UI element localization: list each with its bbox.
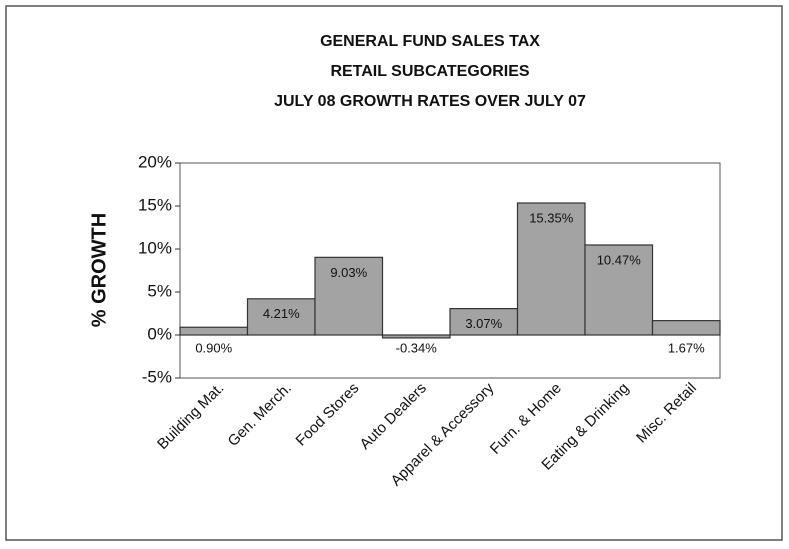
bar (314, 256, 384, 336)
y-tick-label: 15% (138, 195, 172, 214)
y-tick-label: 20% (138, 152, 172, 171)
bar (584, 244, 654, 336)
data-label: 3.07% (465, 316, 502, 331)
chart-frame (5, 5, 783, 541)
bar (651, 320, 721, 336)
data-label: 9.03% (330, 265, 367, 280)
chart-title: JULY 08 GROWTH RATES OVER JULY 07 (274, 93, 586, 110)
y-tick-label: 0% (147, 324, 172, 343)
plot-area (179, 162, 721, 379)
chart-title: GENERAL FUND SALES TAX (320, 33, 540, 50)
data-label: 4.21% (263, 306, 300, 321)
bar (449, 307, 519, 336)
data-label: -0.34% (396, 340, 438, 355)
bar (179, 326, 249, 336)
y-tick-label: 10% (138, 238, 172, 257)
bar (516, 202, 586, 336)
data-label: 1.67% (668, 340, 705, 355)
y-axis-label: % GROWTH (88, 213, 110, 327)
chart-title: RETAIL SUBCATEGORIES (330, 63, 529, 80)
data-label: 15.35% (529, 210, 574, 225)
y-tick-label: 5% (147, 281, 172, 300)
data-label: 10.47% (597, 252, 642, 267)
y-tick-label: -5% (142, 367, 172, 386)
data-label: 0.90% (195, 340, 232, 355)
